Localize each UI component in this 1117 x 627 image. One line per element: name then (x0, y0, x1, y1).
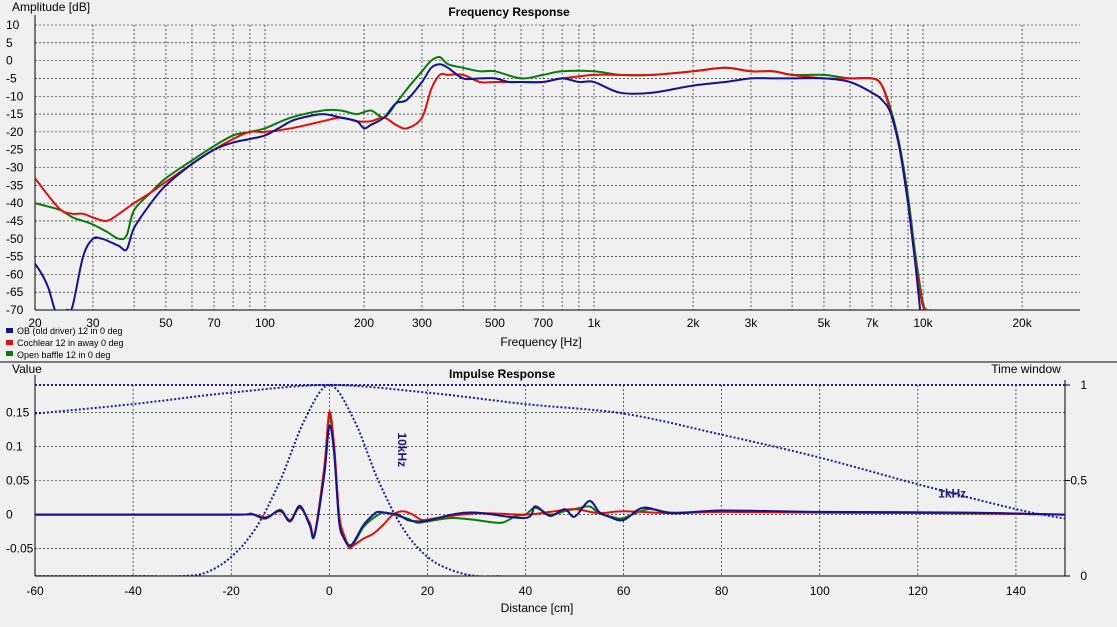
frequency-response-plot: 1050-5-10-15-20-25-30-35-40-45-50-55-60-… (6, 15, 1080, 330)
fr-x-tick-label: 500 (485, 316, 505, 330)
fr-x-tick-label: 7k (866, 316, 880, 330)
fr-x-axis-label: Frequency [Hz] (500, 335, 581, 349)
fr-y-tick-label: -70 (6, 303, 24, 317)
ir-title: Impulse Response (449, 367, 555, 381)
fr-y-tick-label: -60 (6, 267, 24, 281)
fr-y-tick-label: -65 (6, 285, 24, 299)
ir-y-axis-label: Value (12, 362, 42, 376)
ir-x-tick-label: -20 (223, 584, 241, 598)
ir-series-line (35, 424, 1065, 547)
ir-y2-tick-label: 0.5 (1070, 474, 1087, 488)
fr-y-axis-label: Amplitude [dB] (12, 0, 90, 14)
fr-x-tick-label: 100 (255, 316, 275, 330)
fr-x-tick-label: 300 (412, 316, 432, 330)
fr-x-tick-label: 2k (687, 316, 701, 330)
fr-y-tick-label: -15 (6, 107, 24, 121)
fr-series-line (35, 63, 922, 310)
ir-x-tick-label: 120 (908, 584, 928, 598)
fr-y-tick-label: -5 (6, 71, 17, 85)
ir-x-tick-label: 100 (810, 584, 830, 598)
ir-window-curve (35, 383, 501, 576)
ir-x-tick-label: 60 (617, 584, 631, 598)
ir-y-tick-label: 0 (6, 508, 13, 522)
ir-annotation-10khz: 10kHz (395, 432, 409, 467)
fr-y-tick-label: -35 (6, 178, 24, 192)
legend-swatch-cochlear (6, 340, 13, 345)
fr-x-tick-label: 70 (207, 316, 221, 330)
ir-y2-tick-label: 0 (1080, 569, 1087, 583)
ir-x-tick-label: 40 (519, 584, 533, 598)
legend-label-open-baffle: Open baffle 12 in 0 deg (17, 350, 110, 360)
ir-y-tick-label: 0.1 (6, 439, 23, 453)
fr-y-tick-label: -40 (6, 196, 24, 210)
ir-y2-axis-label: Time window (991, 362, 1061, 376)
fr-x-tick-label: 1k (588, 316, 602, 330)
fr-x-tick-label: 200 (354, 316, 374, 330)
ir-y-tick-label: 0.05 (6, 474, 30, 488)
legend-swatch-open-baffle (6, 351, 13, 356)
ir-series-line (35, 414, 1065, 548)
ir-y-tick-label: -0.05 (6, 542, 34, 556)
fr-x-tick-label: 10k (913, 316, 933, 330)
fr-x-tick-label: 50 (159, 316, 173, 330)
ir-x-tick-label: 140 (1006, 584, 1026, 598)
fr-y-tick-label: -30 (6, 161, 24, 175)
impulse-response-plot: 0.15 0.1 0.05 0 -0.05 -60 -40 -20 0 20 40 60 80 100 12… (6, 375, 1087, 598)
fr-series-line (35, 55, 929, 310)
fr-x-tick-label: 20k (1012, 316, 1032, 330)
fr-y-tick-label: -55 (6, 250, 24, 264)
fr-x-tick-label: 700 (533, 316, 553, 330)
legend-swatch-ob (6, 328, 13, 333)
fr-y-tick-label: -45 (6, 214, 24, 228)
ir-series-line (35, 411, 1065, 549)
fr-y-tick-label: 5 (6, 36, 13, 50)
ir-annotation-1khz: 1kHz (938, 487, 966, 501)
fr-x-tick-label: 5k (818, 316, 832, 330)
fr-x-tick-label: 20 (28, 316, 42, 330)
legend-label-ob: OB (old driver) 12 in 0 deg (17, 326, 123, 336)
ir-x-tick-label: 20 (421, 584, 435, 598)
legend-label-cochlear: Cochlear 12 in away 0 deg (17, 338, 124, 348)
ir-x-axis-label: Distance [cm] (501, 601, 574, 615)
fr-title: Frequency Response (448, 5, 570, 19)
ir-y2-tick-label: 1 (1080, 378, 1087, 392)
fr-y-tick-label: -50 (6, 232, 24, 246)
ir-window-curve (35, 383, 1065, 520)
fr-y-tick-label: 10 (6, 18, 20, 32)
fr-y-tick-label: -10 (6, 89, 24, 103)
ir-x-tick-label: 80 (715, 584, 729, 598)
ir-x-tick-label: -40 (124, 584, 142, 598)
legend: OB (old driver) 12 in 0 deg Cochlear 12 … (6, 326, 124, 360)
ir-x-tick-label: 0 (326, 584, 333, 598)
ir-y-tick-label: 0.15 (6, 405, 30, 419)
ir-x-tick-label: -60 (26, 584, 44, 598)
fr-x-tick-label: 3k (745, 316, 759, 330)
fr-y-tick-label: -25 (6, 143, 24, 157)
fr-y-tick-label: 0 (6, 54, 13, 68)
fr-x-tick-label: 30 (86, 316, 100, 330)
fr-y-tick-label: -20 (6, 125, 24, 139)
